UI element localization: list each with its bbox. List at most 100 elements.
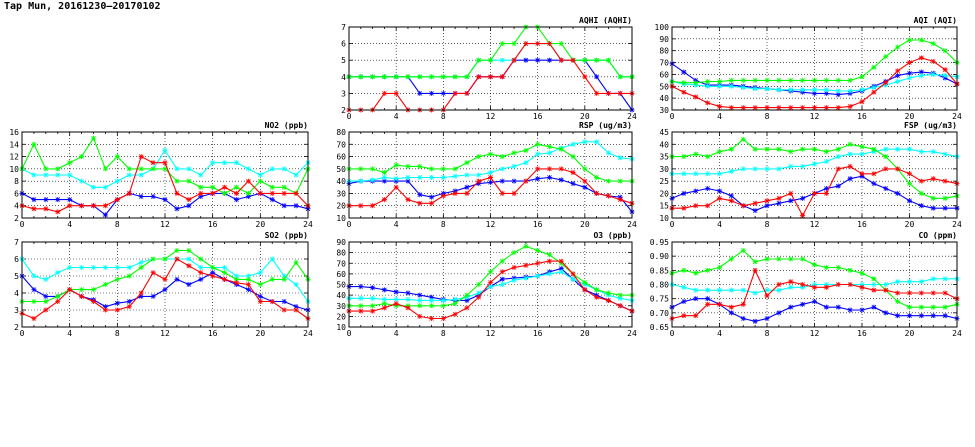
data-point — [393, 74, 399, 80]
data-point — [67, 197, 73, 203]
data-point — [705, 301, 711, 307]
data-point — [452, 90, 458, 96]
data-point — [871, 84, 877, 90]
plot-frame — [671, 241, 958, 328]
data-point — [907, 290, 912, 296]
data-point — [381, 174, 387, 180]
data-point — [476, 172, 482, 178]
data-point — [452, 74, 458, 80]
y-tick-label: 2 — [14, 214, 19, 223]
data-point — [895, 190, 901, 196]
data-point — [918, 73, 924, 79]
data-point — [764, 203, 770, 209]
data-point — [859, 307, 865, 313]
data-point — [895, 299, 901, 304]
data-point — [114, 265, 120, 270]
data-point — [582, 178, 588, 184]
x-tick-label: 20 — [580, 329, 590, 338]
y-tick-label: 30 — [336, 302, 346, 311]
data-point — [693, 188, 699, 194]
y-tick-label: 0.75 — [650, 295, 669, 304]
data-point — [907, 313, 912, 319]
data-point — [594, 190, 600, 196]
data-point — [717, 265, 722, 270]
data-point — [476, 290, 482, 296]
x-tick-label: 12 — [160, 329, 170, 338]
plot-frame — [348, 26, 633, 111]
data-point — [823, 186, 829, 192]
data-point — [883, 287, 889, 293]
data-point — [222, 270, 228, 276]
data-point — [381, 287, 387, 293]
data-point — [776, 256, 782, 262]
data-point — [257, 293, 263, 299]
data-point — [788, 284, 794, 290]
data-point — [417, 163, 423, 169]
data-point — [281, 190, 287, 196]
data-point — [764, 146, 770, 152]
data-point — [942, 276, 948, 282]
data-point — [417, 303, 423, 309]
data-point — [895, 290, 901, 296]
data-point — [452, 190, 458, 196]
y-tick-label: 14 — [9, 140, 19, 149]
data-point — [800, 256, 806, 262]
data-point — [67, 172, 73, 178]
data-point — [174, 256, 180, 262]
data-point — [883, 54, 889, 60]
data-point — [681, 313, 687, 319]
data-point — [150, 194, 156, 199]
data-point — [788, 163, 794, 169]
data-point — [558, 269, 564, 275]
data-point — [847, 176, 853, 182]
data-point — [871, 304, 877, 310]
x-tick-label: 20 — [580, 220, 590, 229]
data-point — [788, 190, 794, 196]
x-tick-label: 0 — [670, 112, 675, 121]
data-point — [358, 303, 364, 309]
data-point — [764, 316, 770, 321]
y-tick-label: 40 — [659, 94, 669, 103]
x-tick-label: 0 — [347, 112, 352, 121]
data-point — [740, 203, 746, 209]
data-point — [752, 200, 758, 206]
data-point — [370, 203, 376, 209]
data-point — [381, 90, 387, 96]
y-tick-label: 12 — [9, 153, 19, 162]
data-point — [800, 284, 806, 290]
data-point — [31, 197, 37, 203]
x-tick-label: 16 — [857, 220, 867, 229]
data-point — [859, 144, 865, 150]
data-point — [776, 166, 782, 172]
x-tick-label: 16 — [533, 329, 543, 338]
data-point — [162, 197, 168, 203]
data-point — [405, 197, 411, 203]
data-point — [102, 166, 108, 172]
data-point — [440, 193, 446, 199]
data-point — [417, 292, 423, 298]
data-point — [546, 57, 552, 63]
y-tick-label: 6 — [14, 189, 19, 198]
x-tick-label: 0 — [347, 220, 352, 229]
x-tick-label: 8 — [765, 329, 770, 338]
data-point — [582, 139, 588, 145]
data-point — [812, 282, 817, 287]
x-tick-label: 12 — [160, 220, 170, 229]
data-point — [523, 243, 529, 249]
data-point — [381, 301, 387, 307]
data-point — [429, 297, 435, 303]
x-tick-label: 12 — [486, 329, 496, 338]
data-point — [476, 178, 482, 184]
x-tick-label: 8 — [441, 220, 446, 229]
data-point — [570, 141, 576, 147]
data-point — [764, 86, 770, 92]
data-point — [523, 275, 529, 281]
data-point — [693, 203, 699, 209]
plot-frame — [21, 131, 309, 219]
data-point — [812, 87, 817, 93]
x-tick-label: 16 — [208, 329, 218, 338]
data-point — [740, 105, 746, 111]
data-point — [752, 86, 758, 92]
data-point — [405, 290, 411, 296]
